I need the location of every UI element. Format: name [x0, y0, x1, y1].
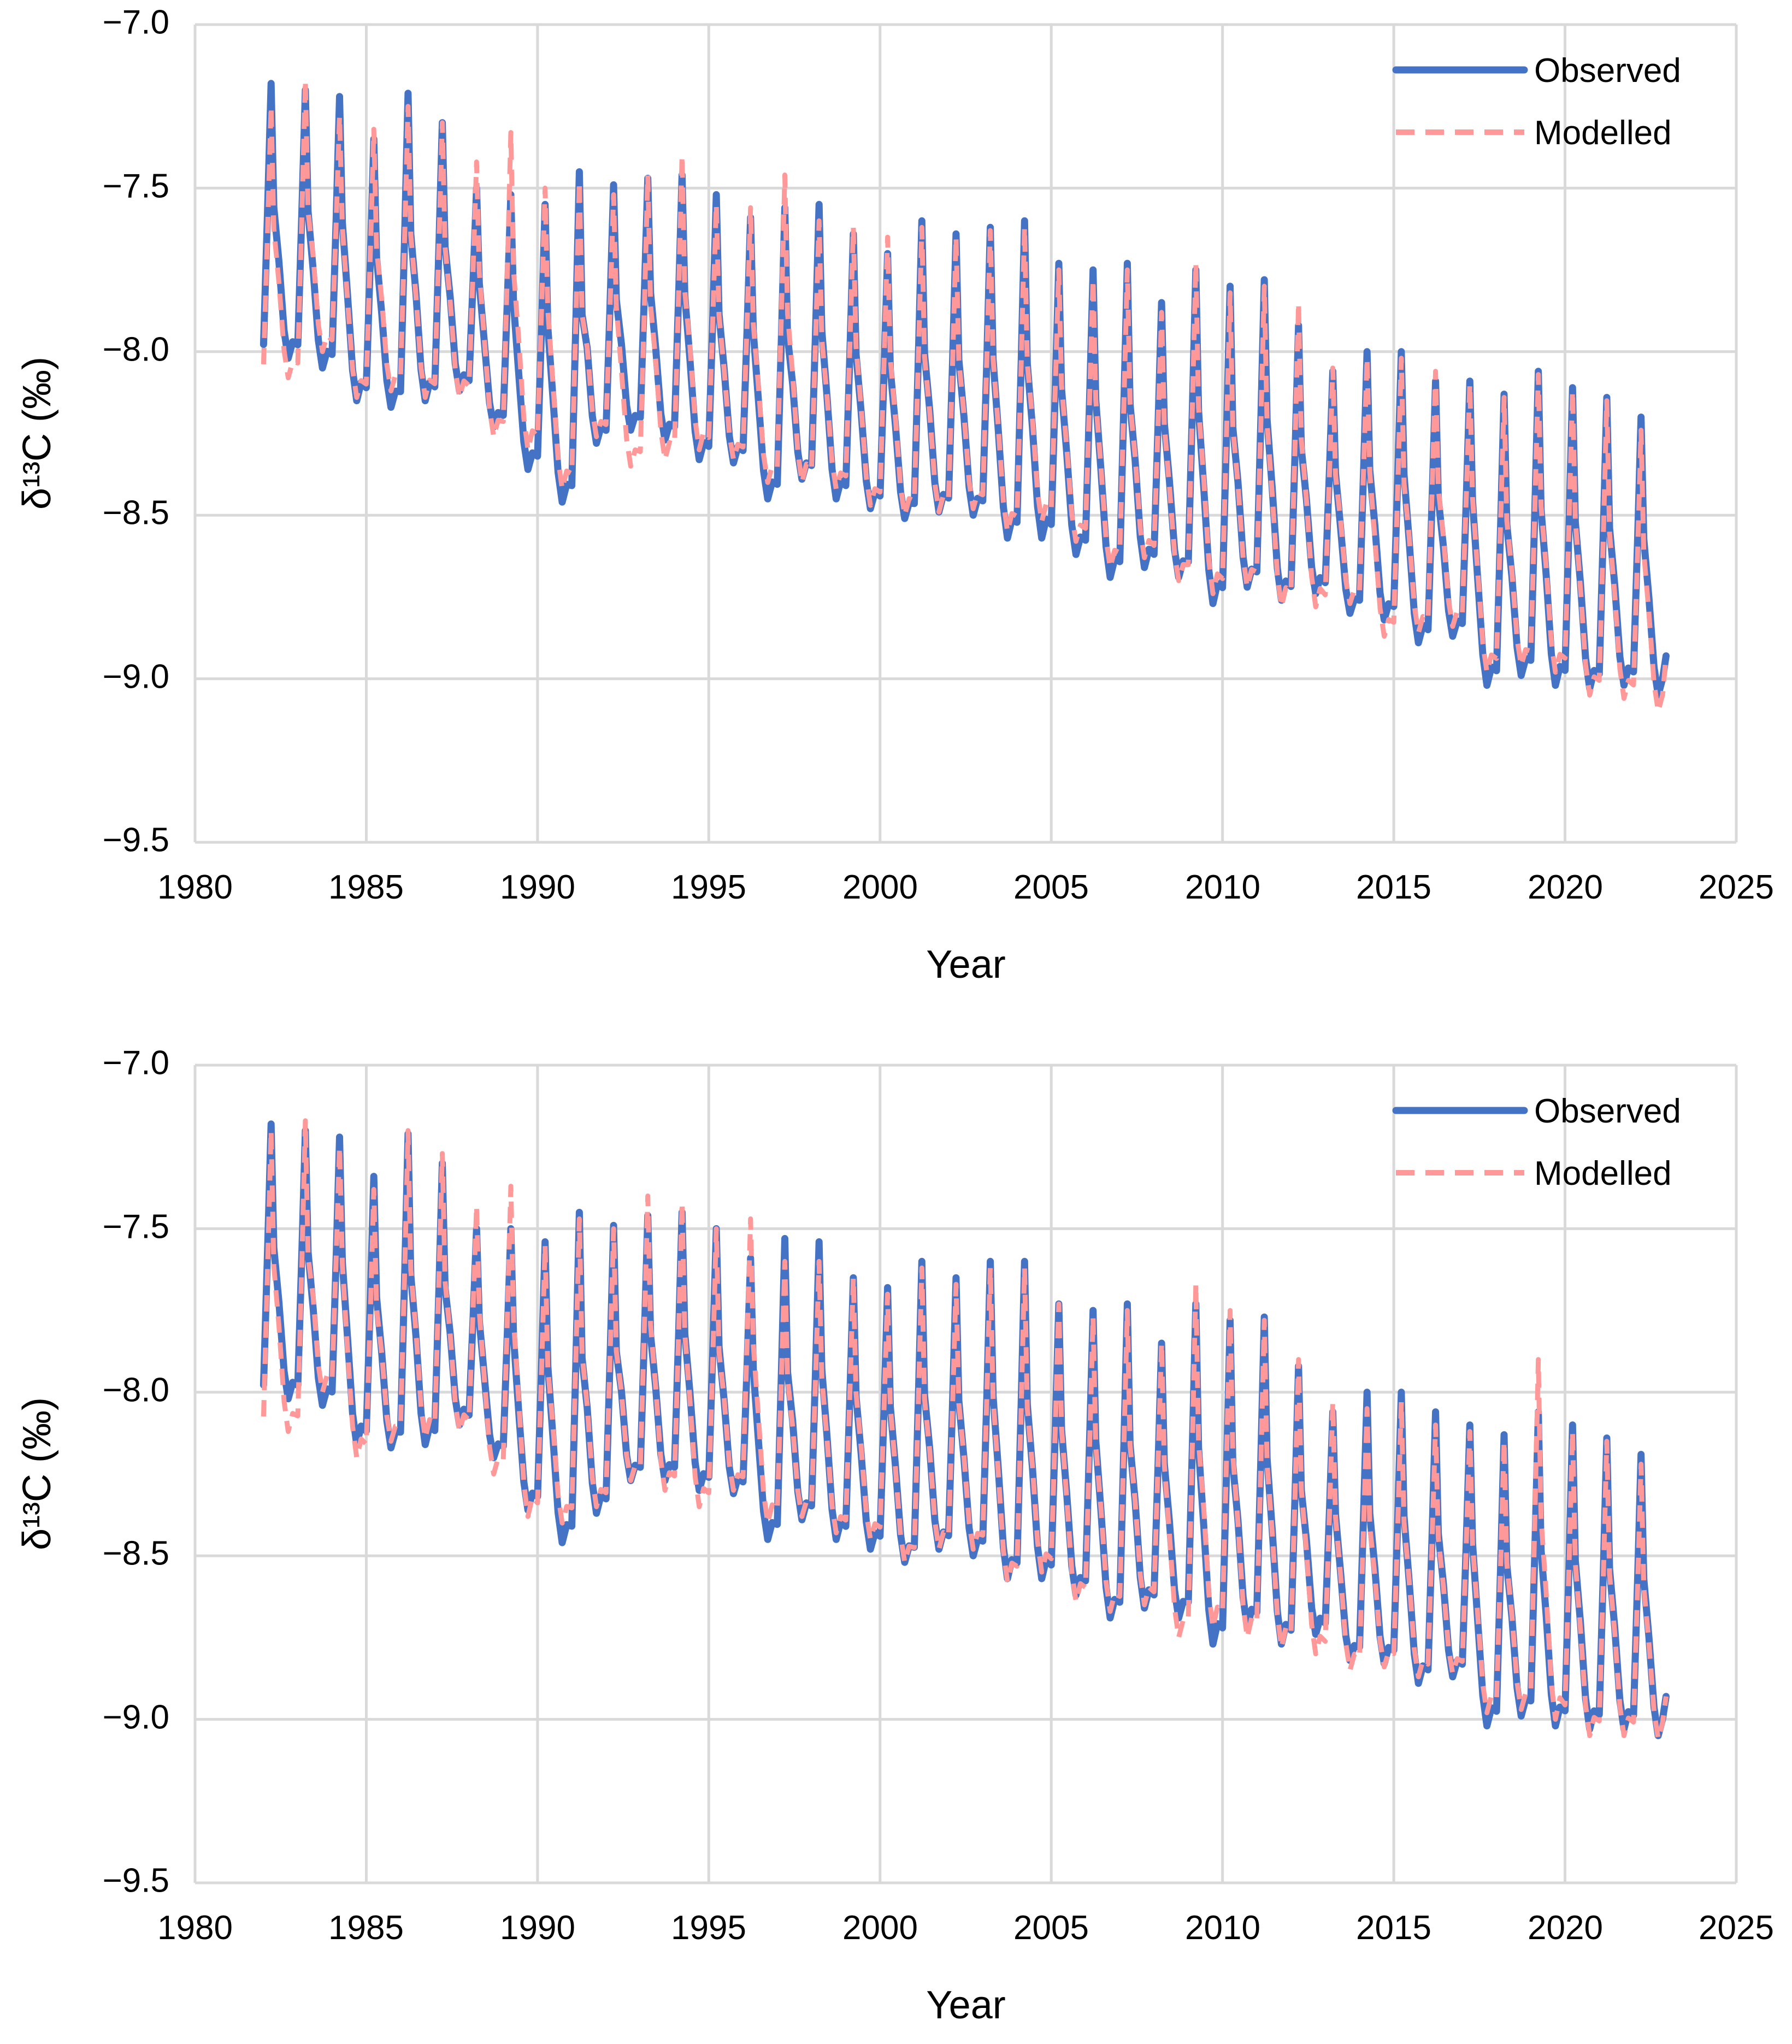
series-observed-line — [260, 80, 1670, 699]
chart-top: −7.0 −7.5 −8.0 −8.5 −9.0 −9.5 1980 1985 … — [15, 3, 1774, 986]
x-tick-label: 2015 — [1356, 869, 1431, 906]
y-tick-label: −8.5 — [103, 494, 169, 531]
x-tick-label: 1980 — [157, 1909, 233, 1947]
y-tick-label: −7.5 — [103, 1208, 169, 1245]
x-axis-title: Year — [926, 943, 1005, 986]
y-tick-label: −9.0 — [103, 1698, 169, 1736]
y-tick-label: −7.5 — [103, 167, 169, 205]
series-modelled-line — [261, 78, 1669, 714]
x-tick-label: 2005 — [1013, 869, 1089, 906]
y-tick-label: −9.5 — [103, 821, 169, 859]
y-tick-label: −9.5 — [103, 1862, 169, 1899]
x-tick-label: 1985 — [328, 1909, 404, 1947]
y-tick-label: −7.0 — [103, 1044, 169, 1082]
x-tick-label: 2020 — [1528, 869, 1603, 906]
x-axis: 1980 1985 1990 1995 2000 2005 2010 2015 … — [157, 869, 1774, 906]
y-tick-label: −9.0 — [103, 658, 169, 695]
x-tick-label: 2020 — [1528, 1909, 1603, 1947]
y-axis: −7.0 −7.5 −8.0 −8.5 −9.0 −9.5 — [103, 1044, 169, 1899]
series-modelled-line — [261, 1118, 1669, 1741]
y-axis: −7.0 −7.5 −8.0 −8.5 −9.0 −9.5 — [103, 3, 169, 859]
legend-modelled-label: Modelled — [1534, 114, 1672, 152]
y-tick-label: −8.0 — [103, 330, 169, 368]
x-tick-label: 1995 — [671, 1909, 746, 1947]
x-tick-label: 1990 — [500, 869, 575, 906]
x-tick-label: 1990 — [500, 1909, 575, 1947]
legend-observed-label: Observed — [1534, 52, 1681, 90]
x-tick-label: 2000 — [842, 1909, 918, 1947]
y-axis-title: δ¹³C (‰) — [15, 1397, 59, 1550]
x-tick-label: 2025 — [1699, 1909, 1774, 1947]
x-tick-label: 1985 — [328, 869, 404, 906]
x-tick-label: 2010 — [1185, 1909, 1260, 1947]
y-tick-label: −7.0 — [103, 3, 169, 41]
x-tick-label: 2010 — [1185, 869, 1260, 906]
legend-observed-label: Observed — [1534, 1092, 1681, 1130]
legend: Observed Modelled — [1392, 1092, 1681, 1192]
x-axis-title: Year — [926, 1983, 1005, 2027]
chart-bottom: −7.0 −7.5 −8.0 −8.5 −9.0 −9.5 1980 1985 … — [15, 1044, 1774, 2027]
y-tick-label: −8.0 — [103, 1371, 169, 1409]
x-tick-label: 2015 — [1356, 1909, 1431, 1947]
y-tick-label: −8.5 — [103, 1534, 169, 1572]
series-lines — [260, 78, 1670, 714]
x-axis: 1980 1985 1990 1995 2000 2005 2010 2015 … — [157, 1909, 1774, 1947]
legend-modelled-label: Modelled — [1534, 1155, 1672, 1192]
x-tick-label: 1980 — [157, 869, 233, 906]
x-tick-label: 2000 — [842, 869, 918, 906]
x-tick-label: 1995 — [671, 869, 746, 906]
y-axis-title: δ¹³C (‰) — [15, 357, 59, 510]
series-lines — [260, 1118, 1670, 1741]
x-tick-label: 2005 — [1013, 1909, 1089, 1947]
legend: Observed Modelled — [1392, 52, 1681, 152]
x-tick-label: 2025 — [1699, 869, 1774, 906]
